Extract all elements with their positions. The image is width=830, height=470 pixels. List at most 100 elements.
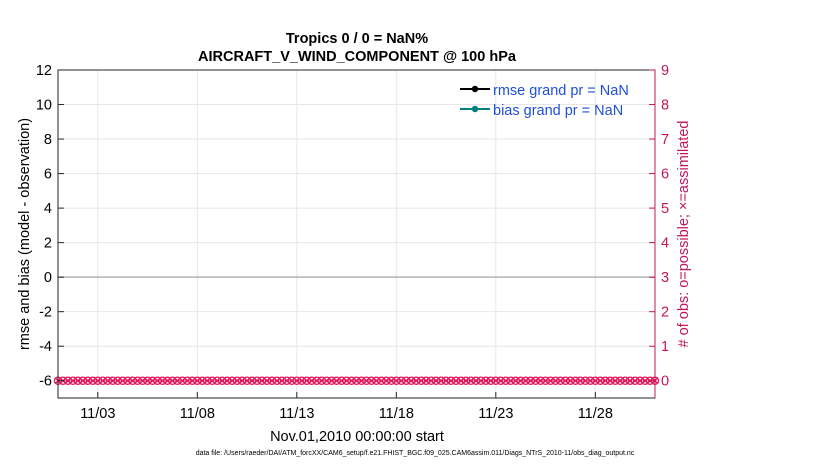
obs-possible-marker (630, 376, 640, 385)
obs-possible-marker (262, 376, 272, 385)
obs-possible-marker (178, 376, 187, 385)
obs-possible-marker (357, 376, 366, 385)
obs-possible-marker (292, 376, 302, 385)
obs-possible-marker (436, 376, 446, 385)
obs-possible-marker (541, 376, 550, 385)
obs-possible-marker (78, 376, 88, 385)
obs-possible-marker (411, 376, 421, 385)
obs-possible-marker (605, 376, 615, 385)
obs-possible-marker (347, 376, 356, 385)
obs-possible-marker (73, 376, 83, 385)
y2-tick-label: 2 (661, 305, 669, 321)
obs-possible-marker (362, 376, 371, 385)
obs-possible-marker (63, 376, 73, 385)
legend-bias-marker (471, 105, 479, 113)
obs-possible-marker (332, 376, 341, 385)
obs-possible-marker (83, 376, 93, 385)
y-tick-label: 6 (44, 167, 52, 183)
obs-possible-marker (352, 376, 361, 385)
obs-possible-marker (128, 376, 137, 385)
y2-tick-label: 7 (661, 132, 669, 148)
obs-possible-marker (103, 376, 113, 385)
obs-possible-marker (163, 376, 172, 385)
obs-possible-marker (451, 376, 461, 385)
obs-possible-marker (620, 376, 630, 385)
obs-possible-marker (640, 376, 650, 385)
obs-possible-marker (406, 376, 416, 385)
obs-possible-marker (481, 376, 491, 385)
y2-tick-label: 1 (661, 339, 669, 355)
obs-possible-marker (312, 376, 321, 385)
obs-possible-marker (446, 376, 456, 385)
obs-possible-marker (108, 376, 117, 385)
y2-tick-label: 6 (661, 167, 669, 183)
x-tick-label: 11/13 (279, 406, 314, 422)
obs-possible-marker (173, 376, 182, 385)
obs-possible-marker (123, 376, 132, 385)
obs-possible-marker (188, 376, 197, 385)
y2-tick-label: 3 (661, 270, 669, 286)
y-tick-label: 12 (36, 63, 52, 79)
obs-possible-marker (207, 376, 217, 385)
obs-possible-marker (242, 376, 252, 385)
obs-possible-marker (158, 376, 167, 385)
y-tick-label: 0 (44, 270, 52, 286)
obs-possible-marker (342, 376, 351, 385)
x-tick-label: 11/28 (578, 406, 613, 422)
obs-possible-marker (382, 376, 391, 385)
obs-possible-marker (521, 376, 530, 385)
grid (58, 69, 655, 398)
x-tick-label: 11/08 (180, 406, 215, 422)
obs-possible-marker (486, 376, 496, 385)
obs-possible-marker (217, 376, 227, 385)
obs-possible-marker (287, 376, 297, 385)
obs-possible-marker (232, 376, 242, 385)
obs-possible-marker (317, 376, 326, 385)
y-tick-label: 2 (44, 236, 52, 252)
obs-possible-marker (601, 376, 610, 385)
obs-possible-marker (476, 376, 486, 385)
obs-possible-marker (193, 376, 202, 385)
obs-markers (53, 376, 660, 385)
obs-possible-marker (198, 376, 207, 385)
obs-possible-marker (586, 376, 595, 385)
obs-possible-marker (322, 376, 331, 385)
y-tick-label: 8 (44, 132, 52, 148)
obs-possible-marker (581, 376, 590, 385)
obs-possible-marker (133, 376, 142, 385)
obs-possible-marker (88, 376, 98, 385)
obs-possible-marker (511, 376, 520, 385)
obs-possible-marker (546, 376, 555, 385)
obs-possible-marker (461, 376, 471, 385)
obs-possible-marker (471, 376, 481, 385)
y2-tick-label: 8 (661, 98, 669, 114)
chart-title: Tropics 0 / 0 = NaN% (286, 31, 428, 47)
obs-possible-marker (501, 376, 510, 385)
obs-possible-marker (551, 376, 560, 385)
obs-possible-marker (307, 376, 316, 385)
y-tick-label: -6 (39, 374, 52, 390)
obs-possible-marker (566, 376, 575, 385)
obs-possible-marker (372, 376, 381, 385)
obs-possible-marker (401, 376, 411, 385)
obs-possible-marker (168, 376, 177, 385)
obs-possible-marker (421, 376, 431, 385)
obs-possible-marker (202, 376, 212, 385)
obs-possible-marker (113, 376, 122, 385)
obs-possible-marker (496, 376, 506, 385)
legend: rmse grand pr = NaN bias grand pr = NaN (460, 83, 629, 119)
y-axis-label: rmse and bias (model - observation) (17, 118, 33, 350)
x-axis: 11/03 11/08 11/13 11/18 11/23 11/28 (80, 392, 613, 422)
obs-possible-marker (302, 376, 311, 385)
obs-possible-marker (272, 376, 282, 385)
legend-bias-label: bias grand pr = NaN (493, 103, 623, 119)
obs-possible-marker (387, 376, 396, 385)
obs-possible-marker (337, 376, 346, 385)
obs-possible-marker (227, 376, 237, 385)
obs-possible-marker (416, 376, 426, 385)
y-tick-label: -4 (39, 339, 52, 355)
y2-tick-label: 9 (661, 63, 669, 79)
obs-possible-marker (615, 376, 625, 385)
obs-possible-marker (536, 376, 545, 385)
